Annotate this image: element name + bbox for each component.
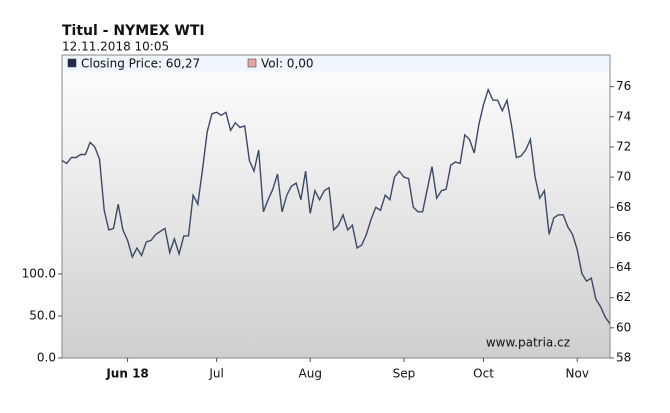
y-tick-label: 72 (616, 139, 631, 153)
y-tick-label: 70 (616, 170, 631, 184)
legend-label: Vol: 0,00 (261, 57, 314, 71)
y-tick-label: 66 (616, 230, 631, 244)
y-tick-label: 68 (616, 200, 631, 214)
price-line (61, 87, 611, 325)
x-tick-label: Jul (208, 367, 223, 381)
legend-bar (62, 55, 610, 72)
y-tick-label: 64 (616, 260, 631, 274)
y-tick-label: 74 (616, 109, 631, 123)
x-tick-label: Nov (566, 367, 589, 381)
y-tick-label: 58 (616, 351, 631, 365)
y2-tick-label: 100.0 (22, 266, 56, 280)
x-tick-label: Aug (299, 367, 322, 381)
chart-title: Titul - NYMEX WTI (62, 23, 205, 39)
legend-label: Closing Price: 60,27 (81, 57, 200, 71)
legend-swatch (67, 58, 77, 68)
legend-swatch (247, 58, 257, 68)
y-tick-label: 76 (616, 79, 631, 93)
y-tick-label: 60 (616, 320, 631, 334)
plot-area (61, 54, 611, 359)
y2-tick-label: 0.0 (37, 351, 56, 365)
y2-tick-label: 50.0 (29, 308, 56, 322)
x-tick-label: Oct (473, 367, 494, 381)
x-tick-label: Sep (393, 367, 416, 381)
x-tick-label: Jun 18 (105, 367, 148, 381)
chart-subtitle: 12.11.2018 10:05 (62, 40, 169, 54)
y-tick-label: 62 (616, 290, 631, 304)
watermark: www.patria.cz (486, 336, 570, 350)
